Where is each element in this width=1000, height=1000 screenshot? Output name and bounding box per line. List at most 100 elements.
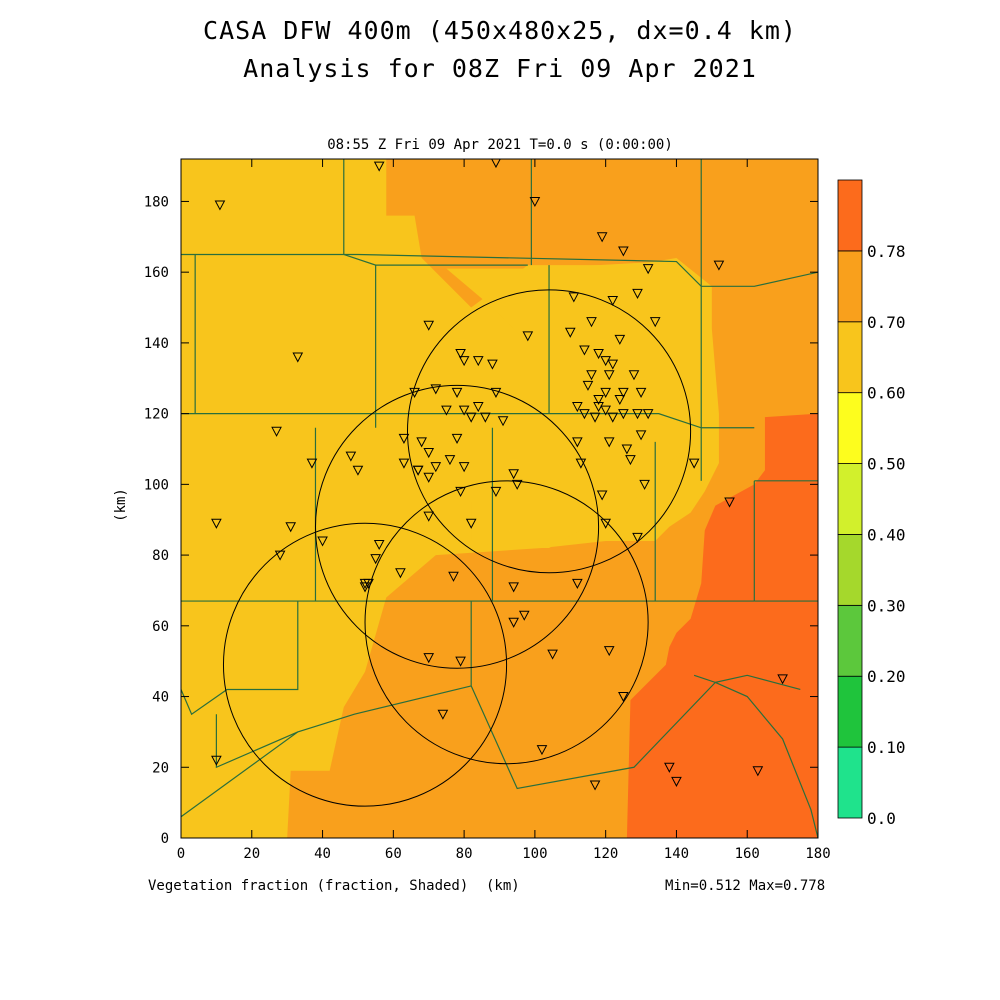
station-marker-27 [603,370,615,381]
station-marker-2 [214,200,226,211]
colorbar-label-6: 0.60 [867,384,906,403]
station-marker-9 [632,288,643,299]
y-tick-label-3: 60 [152,619,169,635]
station-marker-31 [600,387,611,398]
colorbar-label-5: 0.50 [867,455,906,474]
station-marker-69 [345,451,357,462]
station-marker-104 [547,649,558,660]
colorbar-swatch-5 [837,392,863,464]
county-boundaries-layer [181,159,818,838]
station-marker-39 [589,412,601,423]
shaded-field-layer [181,159,818,838]
station-marker-74 [455,486,466,497]
station-marker-21 [487,359,498,370]
station-marker-3 [529,196,541,208]
station-marker-79 [688,458,700,469]
x-tick-label-1: 20 [243,846,260,862]
radar-range-rings-layer [222,289,692,807]
y-tick-label-4: 80 [152,548,169,564]
station-marker-53 [458,405,470,416]
station-marker-96 [572,578,583,589]
colorbar-swatch-6 [837,321,863,394]
station-marker-63 [572,437,583,448]
county-line-21 [693,674,801,691]
station-marker-38 [607,412,619,423]
station-marker-110 [211,755,222,766]
colorbar-label-0: 0.0 [867,809,896,828]
x-tick-label-4: 80 [456,846,473,862]
station-marker-80 [596,490,608,501]
station-marker-54 [271,426,282,437]
station-marker-81 [639,479,650,490]
colorbar-swatch-7 [837,250,863,323]
station-marker-35 [642,409,654,420]
station-marker-95 [508,582,519,593]
min-max-label: Min=0.512 Max=0.778 [665,878,826,894]
county-line-1 [181,413,755,429]
station-marker-108 [536,745,548,756]
station-marker-44 [409,387,420,398]
valid-time-label: 08:55 Z Fri 09 Apr 2021 T=0.0 s (0:00:00… [327,137,673,153]
station-marker-4 [596,232,608,243]
colorbar-label-3: 0.30 [867,596,906,615]
station-marker-87 [600,518,611,529]
station-marker-91 [370,554,381,565]
station-marker-47 [490,387,502,398]
colorbar-swatch-4 [837,463,863,535]
station-marker-71 [398,458,410,469]
radar-range-ring-1 [314,384,600,669]
x-tick-label-8: 160 [735,846,760,862]
x-tick-label-7: 140 [664,846,689,862]
station-marker-78 [575,458,587,469]
station-marker-23 [593,349,604,360]
station-marker-102 [423,653,435,664]
station-marker-17 [292,352,304,363]
county-line-2 [181,253,818,287]
station-marker-20 [458,356,470,367]
x-tick-label-9: 180 [805,846,830,862]
station-marker-37 [600,405,611,416]
station-marker-112 [671,776,682,787]
station-marker-89 [274,550,286,561]
station-marker-10 [649,317,661,328]
station-marker-51 [465,412,477,423]
y-tick-label-1: 20 [152,760,169,776]
station-marker-94 [448,571,459,582]
station-marker-93 [395,568,406,579]
chart-title: CASA DFW 400m (450x480x25, dx=0.4 km) [203,16,797,45]
y-tick-label-0: 0 [161,831,169,847]
station-marker-83 [211,518,222,529]
station-marker-58 [444,455,456,466]
station-marker-50 [497,416,509,427]
county-line-16 [181,685,472,818]
station-marker-88 [632,532,643,543]
station-marker-46 [451,387,463,398]
station-marker-42 [618,409,629,420]
station-marker-59 [423,448,435,459]
station-marker-40 [572,402,583,413]
y-tick-label-5: 100 [144,477,169,493]
station-marker-8 [607,295,619,307]
county-line-17 [181,601,299,716]
radar-range-ring-0 [406,289,692,574]
radar-range-ring-3 [222,522,508,807]
station-marker-68 [306,458,318,469]
colorbar-label-1: 0.10 [867,738,906,757]
station-marker-114 [589,780,601,791]
station-marker-14 [614,334,626,345]
station-marker-62 [458,462,470,473]
county-line-20 [470,681,716,790]
colorbar-swatch-2 [837,604,863,677]
colorbar-swatch-1 [837,675,863,748]
station-marker-13 [586,317,597,328]
station-markers-layer [211,159,788,791]
station-marker-28 [628,370,640,381]
county-line-18 [215,714,299,769]
station-marker-100 [508,617,519,628]
station-marker-6 [713,260,725,271]
field-description-label: Vegetation fraction (fraction, Shaded) [148,878,469,894]
station-marker-48 [472,402,484,413]
station-marker-36 [632,409,643,420]
y-tick-label-8: 160 [144,265,169,281]
